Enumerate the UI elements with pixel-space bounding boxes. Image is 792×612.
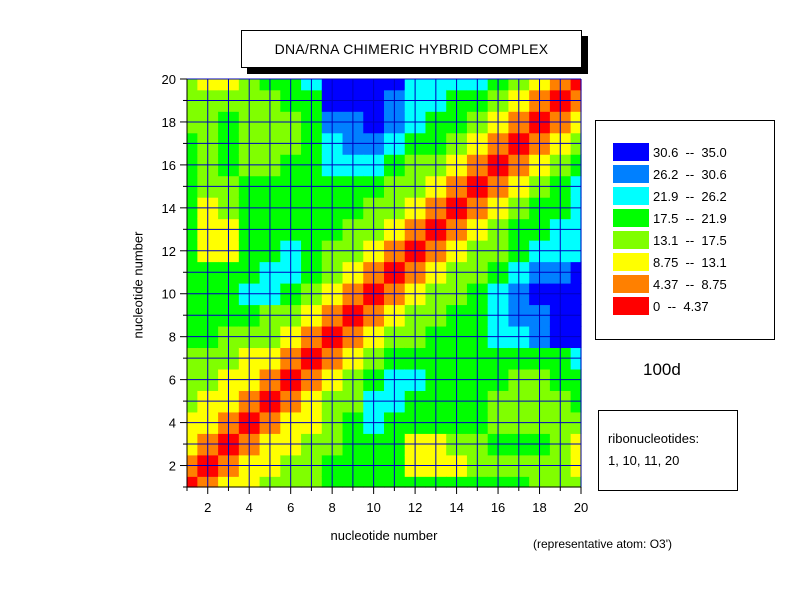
legend-label: 30.6 -- 35.0 bbox=[653, 144, 727, 160]
legend-swatch bbox=[613, 165, 649, 183]
y-tick-label: 16 bbox=[162, 158, 176, 173]
legend-entry: 4.37 -- 8.75 bbox=[613, 275, 727, 293]
legend-label: 13.1 -- 17.5 bbox=[653, 232, 727, 248]
x-tick-label: 4 bbox=[246, 500, 253, 515]
x-tick-label: 14 bbox=[449, 500, 463, 515]
legend-entry: 17.5 -- 21.9 bbox=[613, 209, 727, 227]
x-tick-label: 2 bbox=[204, 500, 211, 515]
y-tick-label: 10 bbox=[162, 287, 176, 302]
chart-title-box: DNA/RNA CHIMERIC HYBRID COMPLEX bbox=[241, 30, 582, 68]
legend: 30.6 -- 35.0 26.2 -- 30.6 21.9 -- 26.2 17.5… bbox=[595, 120, 775, 340]
legend-swatch bbox=[613, 231, 649, 249]
legend-entry: 30.6 -- 35.0 bbox=[613, 143, 727, 161]
ribonucleotides-title: ribonucleotides: bbox=[608, 431, 700, 446]
legend-label: 21.9 -- 26.2 bbox=[653, 188, 727, 204]
legend-swatch bbox=[613, 209, 649, 227]
x-axis-label: nucleotide number bbox=[330, 528, 438, 543]
y-tick-label: 12 bbox=[162, 244, 176, 259]
legend-entry: 8.75 -- 13.1 bbox=[613, 253, 727, 271]
x-tick-label: 12 bbox=[408, 500, 422, 515]
axes: 2 4 6 8 10 12 14 16 18 20 2 4 6 8 10 12 14 16 18 20 bbox=[162, 72, 589, 515]
atom-note: (representative atom: O3') bbox=[533, 537, 673, 551]
legend-entry: 13.1 -- 17.5 bbox=[613, 231, 727, 249]
legend-label: 26.2 -- 30.6 bbox=[653, 166, 727, 182]
legend-label: 17.5 -- 21.9 bbox=[653, 210, 727, 226]
y-tick-label: 14 bbox=[162, 201, 176, 216]
y-tick-label: 6 bbox=[169, 373, 176, 388]
heatmap-cell bbox=[187, 79, 198, 91]
heatmap-cell bbox=[570, 476, 582, 488]
legend-swatch bbox=[613, 275, 649, 293]
legend-swatch bbox=[613, 187, 649, 205]
legend-swatch bbox=[613, 297, 649, 315]
grid-lines bbox=[186, 78, 582, 488]
legend-label: 4.37 -- 8.75 bbox=[653, 276, 727, 292]
x-tick-label: 10 bbox=[366, 500, 380, 515]
legend-entry: 26.2 -- 30.6 bbox=[613, 165, 727, 183]
legend-label: 0 -- 4.37 bbox=[653, 298, 709, 314]
x-tick-label: 8 bbox=[329, 500, 336, 515]
y-axis-label: nucleotide number bbox=[130, 231, 146, 339]
ribonucleotides-box: ribonucleotides: 1, 10, 11, 20 bbox=[598, 410, 738, 491]
x-tick-label: 20 bbox=[574, 500, 588, 515]
x-tick-label: 6 bbox=[287, 500, 294, 515]
structure-id: 100d bbox=[643, 360, 681, 379]
heatmap-cell bbox=[187, 476, 198, 488]
y-tick-label: 8 bbox=[169, 330, 176, 345]
y-tick-label: 18 bbox=[162, 115, 176, 130]
heatmap-cells bbox=[187, 79, 582, 488]
legend-entry: 21.9 -- 26.2 bbox=[613, 187, 727, 205]
ribonucleotides-list: 1, 10, 11, 20 bbox=[608, 453, 680, 468]
legend-swatch bbox=[613, 143, 649, 161]
y-tick-label: 20 bbox=[162, 72, 176, 87]
legend-entry: 0 -- 4.37 bbox=[613, 297, 709, 315]
x-tick-label: 18 bbox=[532, 500, 546, 515]
x-tick-label: 16 bbox=[491, 500, 505, 515]
chart-title: DNA/RNA CHIMERIC HYBRID COMPLEX bbox=[274, 41, 549, 57]
heatmap-cell bbox=[570, 79, 582, 91]
y-tick-label: 2 bbox=[169, 459, 176, 474]
y-tick-label: 4 bbox=[169, 416, 176, 431]
legend-swatch bbox=[613, 253, 649, 271]
legend-label: 8.75 -- 13.1 bbox=[653, 254, 727, 270]
